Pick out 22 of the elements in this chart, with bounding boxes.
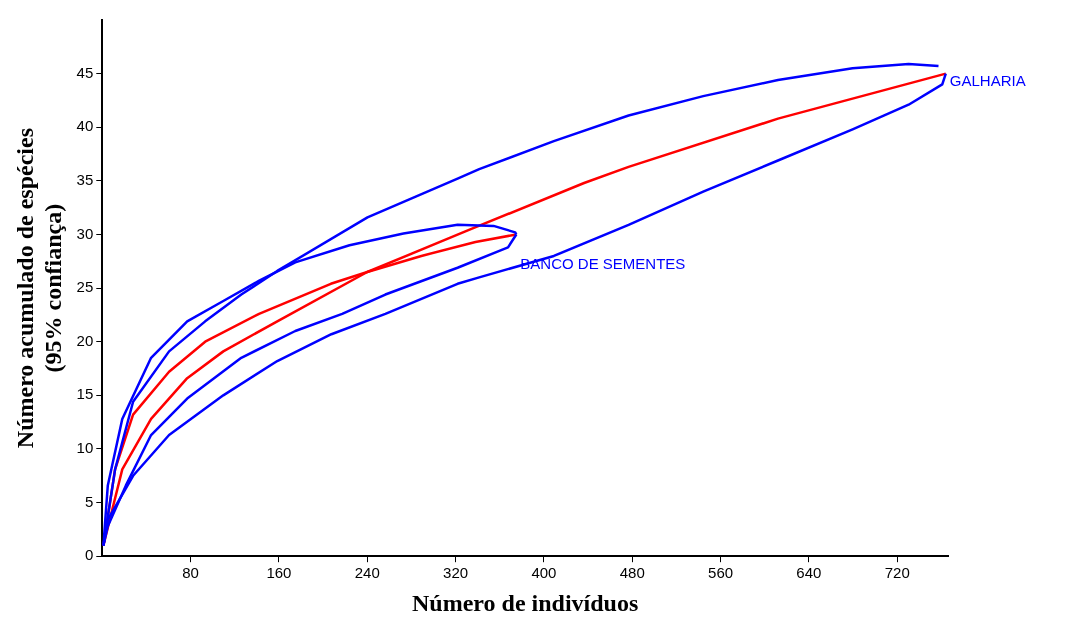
y-axis-title: Número acumulado de espécies (95% confiança) xyxy=(11,128,67,449)
y-tick-label: 40 xyxy=(76,117,94,135)
y-tick-label: 0 xyxy=(84,546,94,564)
x-tick-label: 400 xyxy=(531,564,557,582)
y-tick-label: 30 xyxy=(76,224,94,242)
x-tick-label: 160 xyxy=(266,564,292,582)
x-tick-label: 480 xyxy=(619,564,645,582)
x-tick-label: 560 xyxy=(708,564,734,582)
annotation: GALHARIA xyxy=(949,71,1026,89)
y-tick-label: 15 xyxy=(76,385,94,403)
x-tick-label: 640 xyxy=(796,564,822,582)
y-tick-label: 20 xyxy=(76,331,94,349)
x-tick-label: 320 xyxy=(443,564,469,582)
x-axis-title: Número de indivíduos xyxy=(412,589,639,616)
x-tick-label: 80 xyxy=(182,564,199,582)
y-tick-label: 35 xyxy=(76,171,94,188)
y-tick-label: 45 xyxy=(76,63,94,81)
x-tick-label: 240 xyxy=(354,564,380,582)
y-tick-label: 5 xyxy=(84,492,94,510)
x-tick-label: 720 xyxy=(884,564,910,582)
y-tick-label: 25 xyxy=(76,278,94,296)
y-tick-label: 10 xyxy=(76,439,94,457)
